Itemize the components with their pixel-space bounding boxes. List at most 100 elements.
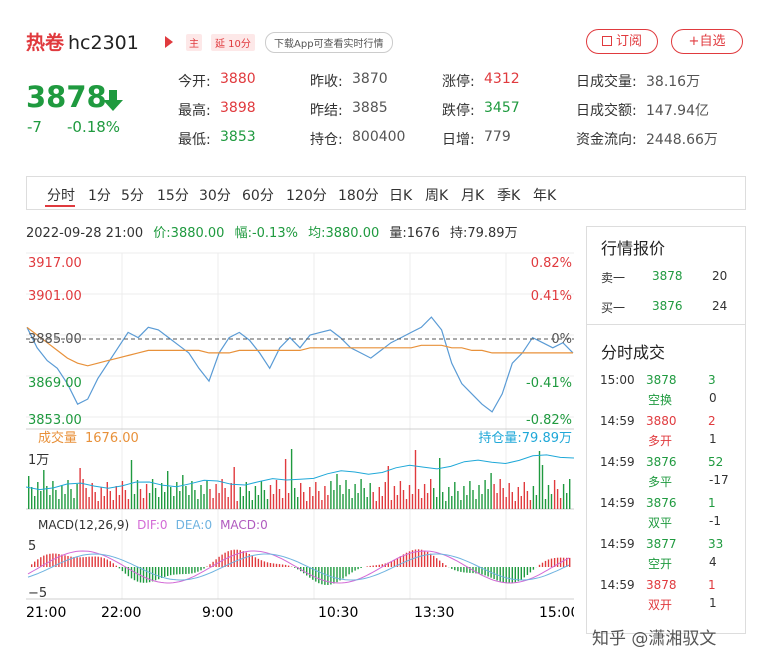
macd-bar [67,556,69,567]
volume-bar [454,482,456,509]
volume-bar [433,488,435,509]
macd-bar [100,557,102,567]
macd-bar [372,565,374,567]
volume-bar [40,491,42,509]
tab-30min[interactable]: 30分 [199,188,231,204]
tab-weekly-k[interactable]: 周K [425,188,449,204]
intraday-chart[interactable]: 3917.00 3901.00 3885.00 3869.00 3853.00 … [26,247,574,625]
delay-badge: 延 10分 [211,34,255,51]
tab-daily-k[interactable]: 日K [389,188,413,204]
tab-monthly-k[interactable]: 月K [461,188,485,204]
tab-1min[interactable]: 1分 [88,188,111,204]
info-datetime: 2022-09-28 21:00 [26,226,144,241]
volume-bar [502,488,504,509]
daily-add-label: 日增: [442,132,475,148]
volume-bar [466,495,468,509]
macd-bar [79,557,81,567]
macd-bar [505,567,507,584]
macd-bar [58,554,60,567]
volume-bar [154,488,157,509]
volume-bar [294,488,296,509]
volume-bar [254,486,257,509]
volume-bar [112,500,114,509]
macd-bar [248,554,250,567]
macd-bar [233,549,235,567]
trade-price: 3878 [646,578,677,592]
macd-bar [511,567,513,584]
percent-axis-label: 0% [551,332,572,347]
turnover-value: 147.94亿 [646,103,709,119]
volume-bar [188,495,190,509]
macd-bar [91,556,93,567]
prev-settle-label: 昨结: [310,103,343,119]
volume-bar [541,465,544,509]
macd-bar [287,565,290,567]
macd-bar [148,567,151,583]
macd-bar [390,561,393,567]
volume-bar [375,501,377,509]
tab-yearly-k[interactable]: 年K [533,188,557,204]
play-icon[interactable] [165,36,173,48]
macd-bar [61,554,63,567]
macd-bar [209,564,211,567]
macd-bar [194,567,196,573]
macd-bar [164,567,166,577]
macd-bar [55,553,57,567]
tab-15min[interactable]: 15分 [157,188,189,204]
macd-bar [251,555,253,567]
time-axis-label: 9:00 [202,605,233,621]
volume-bar [381,496,383,509]
volume-bar [300,483,302,509]
volume-bar [227,497,229,509]
volume-bar [312,496,314,509]
volume-bar [200,485,202,509]
tab-120min[interactable]: 120分 [286,188,327,204]
crosshair-info: 2022-09-28 21:00 价:3880.00 幅:-0.13% 均:38… [26,222,524,241]
macd-bar [49,553,51,567]
fund-flow-label: 资金流向: [576,132,637,148]
volume-bar [115,486,117,509]
macd-bar [88,556,90,567]
tab-60min[interactable]: 60分 [242,188,274,204]
macd-bar [330,567,332,585]
macd-bar [460,567,462,572]
zhihu-watermark: 知乎 @潇湘驭文 [592,629,717,649]
volume-bar [290,449,293,509]
subscribe-button[interactable]: 订阅 [586,29,658,54]
info-amplitude: 幅:-0.13% [234,226,298,241]
tab-intraday[interactable]: 分时 [47,188,75,204]
price-line [26,316,574,413]
tab-quarterly-k[interactable]: 季K [497,188,521,204]
price-axis-label: 3917.00 [28,256,82,271]
dif-line [27,550,570,584]
macd-bar [315,567,317,582]
macd-bar [366,566,368,567]
volume-bar [469,481,471,509]
limit-up-value: 4312 [484,71,520,87]
macd-bar [508,567,510,584]
macd-bar [239,550,241,567]
volume-bar [411,494,414,509]
high-label: 最高: [178,103,211,119]
volume-bar [357,493,359,509]
macd-bar [294,567,296,568]
market-quote-title: 行情报价 [601,239,666,258]
tab-180min[interactable]: 180分 [338,188,379,204]
macd-bar [547,559,550,567]
volume-bar [173,496,175,509]
macd-bar [529,567,532,573]
trade-time: 14:59 [600,455,635,469]
tab-5min[interactable]: 5分 [121,188,144,204]
volume-bar [363,488,365,509]
macd-bar [318,567,320,584]
volume-bar [505,497,507,509]
volume-bar [70,489,72,509]
volume-bar [49,495,51,509]
add-watchlist-button[interactable]: +自选 [671,29,743,54]
volume-bar [97,501,99,509]
volume-bar [106,482,108,509]
download-app-link[interactable]: 下载App可查看实时行情 [265,32,393,53]
macd-bar [275,563,278,567]
macd-bar [309,567,311,578]
trade-type: 双开 [648,598,673,612]
